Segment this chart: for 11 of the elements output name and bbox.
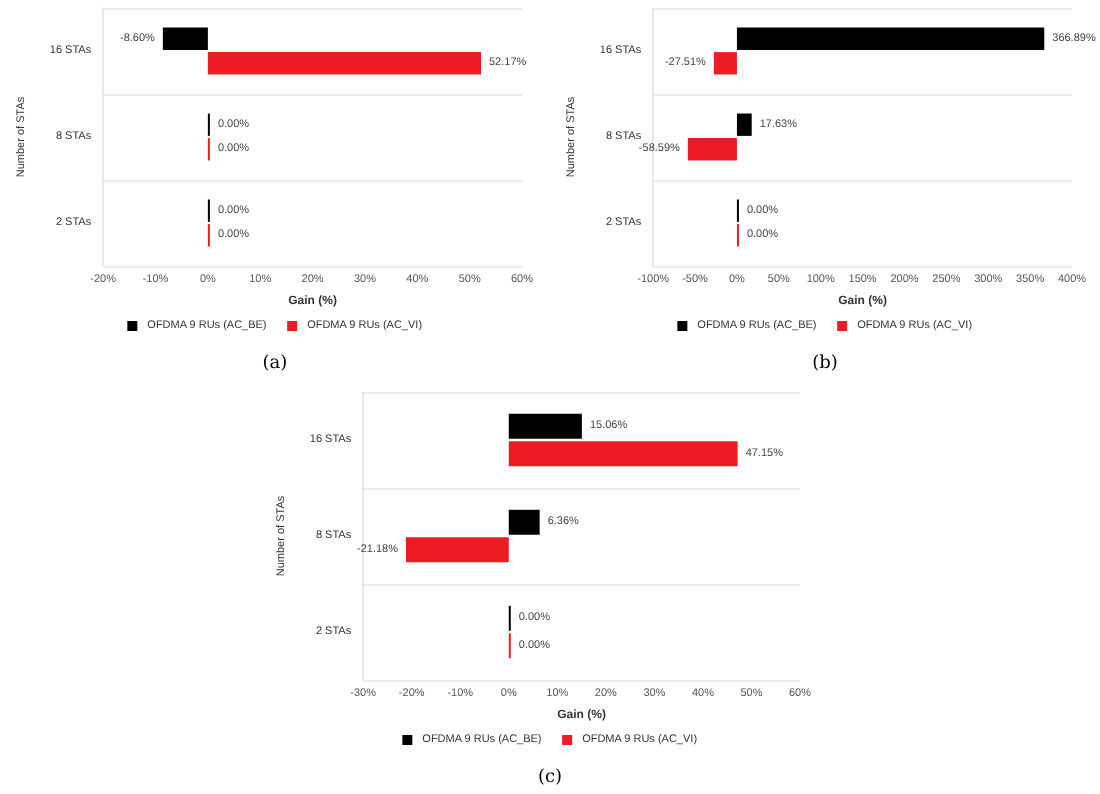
text: (c) (535, 768, 565, 788)
bar (687, 138, 737, 161)
bar (508, 413, 582, 439)
text: (b) (810, 354, 840, 374)
bar (736, 113, 752, 136)
text: (a) (260, 354, 290, 374)
bar (508, 441, 738, 467)
bar (736, 27, 1045, 50)
bar (713, 52, 737, 75)
bar (405, 537, 509, 563)
bar (508, 509, 540, 535)
